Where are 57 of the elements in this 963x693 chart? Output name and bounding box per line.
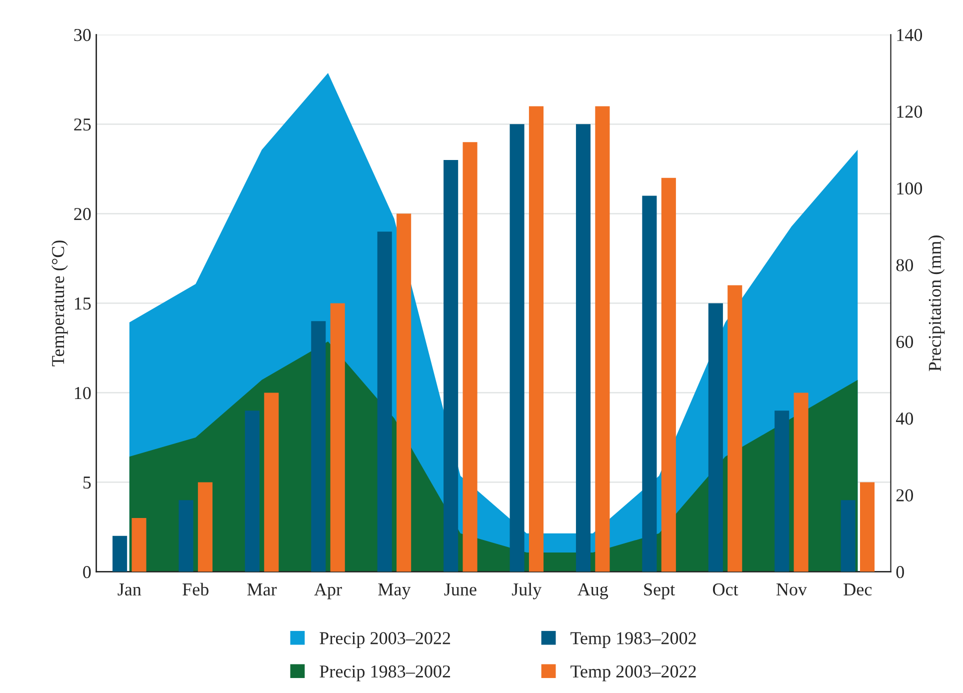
- bar: [528, 106, 544, 572]
- y-tick-label: 5: [83, 476, 91, 489]
- bar: [330, 303, 345, 572]
- bar: [377, 232, 392, 572]
- y2-tick-label: 20: [896, 489, 914, 502]
- y-tick-label: 15: [74, 298, 91, 310]
- x-tick-label: Mar: [247, 584, 277, 596]
- bar: [840, 500, 856, 572]
- y2-tick-label: 100: [897, 182, 922, 195]
- bar: [132, 518, 146, 572]
- y2-tick-label: 80: [896, 259, 914, 272]
- x-tick-label: Feb: [182, 582, 208, 596]
- bar: [860, 482, 875, 572]
- x-tick-label: July: [512, 582, 542, 600]
- y-tick-label: 30: [74, 28, 91, 42]
- x-tick-label: Jan: [118, 584, 142, 596]
- bar: [642, 196, 657, 572]
- bar: [510, 124, 524, 572]
- x-tick-label: Sept: [644, 583, 675, 600]
- bar: [112, 536, 128, 572]
- y2-tick-label: 40: [896, 412, 914, 425]
- y-tick-label: 10: [74, 386, 91, 400]
- y-axis-title: Temperature (°C): [51, 240, 68, 366]
- y2-tick-label: 120: [897, 106, 922, 118]
- x-tick-label: Aug: [577, 583, 608, 600]
- bar: [244, 410, 260, 572]
- bar: [708, 303, 723, 572]
- y-tick-label: 25: [74, 118, 91, 131]
- bar: [178, 500, 194, 572]
- bar: [728, 285, 742, 572]
- bar: [396, 214, 412, 572]
- legend-label: Temp 1983–2002: [570, 632, 696, 648]
- x-tick-label: Nov: [776, 584, 808, 596]
- y2-tick-label: 60: [896, 336, 914, 348]
- legend-label: Temp 2003–2022: [570, 665, 696, 682]
- y-tick-label: 0: [83, 566, 91, 578]
- x-tick-label: Dec: [844, 584, 872, 596]
- bar: [311, 321, 326, 572]
- bar: [444, 160, 458, 572]
- bar: [198, 482, 212, 572]
- y2-tick-label: 140: [897, 28, 922, 42]
- x-tick-label: Oct: [712, 583, 738, 596]
- bar: [595, 106, 610, 572]
- bar: [794, 392, 808, 572]
- bar: [264, 392, 279, 572]
- x-tick-label: Apr: [314, 583, 342, 600]
- bar: [661, 178, 676, 572]
- legend-label: Precip 2003–2022: [320, 632, 450, 648]
- x-tick-label: June: [444, 584, 476, 596]
- bar: [462, 142, 478, 572]
- bar: [576, 124, 591, 572]
- y2-tick-label: 0: [896, 566, 904, 578]
- y2-axis-title: Precipitation (mm): [928, 236, 945, 372]
- legend-label: Precip 1983–2002: [320, 665, 450, 682]
- y-tick-label: 20: [74, 208, 91, 220]
- bar: [774, 410, 790, 572]
- x-tick-label: May: [378, 583, 411, 600]
